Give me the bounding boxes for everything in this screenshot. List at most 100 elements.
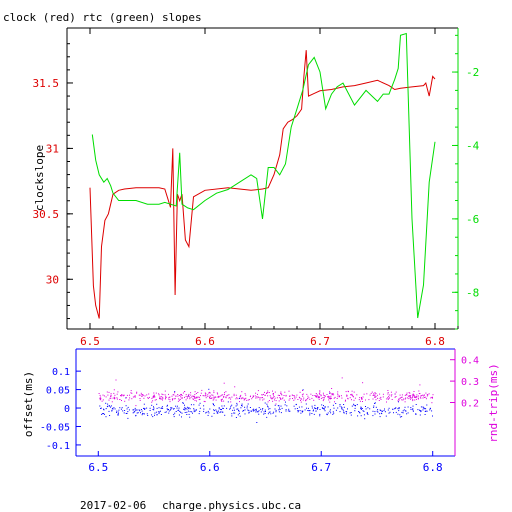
point-rndtrip	[391, 394, 393, 396]
point-offset	[188, 408, 190, 410]
point-rndtrip	[136, 392, 138, 394]
point-rndtrip	[190, 392, 192, 394]
point-offset	[274, 404, 276, 406]
point-rndtrip	[111, 401, 113, 403]
point-rndtrip	[327, 396, 328, 398]
point-rndtrip	[370, 392, 372, 394]
point-offset	[170, 408, 172, 410]
point-rndtrip	[105, 396, 107, 398]
point-offset	[147, 415, 149, 416]
point-rndtrip	[417, 398, 419, 400]
point-rndtrip	[255, 397, 257, 399]
point-offset	[203, 405, 205, 407]
point-offset	[253, 409, 255, 411]
point-rndtrip	[223, 382, 225, 384]
point-rndtrip	[408, 392, 410, 394]
point-offset	[258, 413, 260, 415]
point-offset	[149, 410, 151, 411]
point-offset	[119, 407, 121, 409]
point-offset	[425, 408, 427, 410]
point-offset	[255, 408, 257, 410]
point-rndtrip	[177, 395, 179, 397]
point-offset	[193, 404, 195, 406]
point-offset	[423, 407, 425, 409]
point-offset	[184, 409, 186, 411]
point-rndtrip	[353, 396, 354, 398]
point-rndtrip	[181, 394, 182, 396]
point-offset	[360, 408, 362, 410]
point-offset	[153, 409, 155, 411]
point-offset	[117, 414, 119, 416]
point-offset	[285, 409, 287, 411]
point-rndtrip	[99, 397, 101, 399]
top-y2tick-label: -6	[466, 213, 479, 226]
point-rndtrip	[204, 401, 206, 403]
point-offset	[393, 412, 394, 414]
point-offset	[372, 410, 374, 412]
point-rndtrip	[331, 393, 333, 395]
point-rndtrip	[168, 393, 169, 395]
point-rndtrip	[285, 394, 287, 396]
point-rndtrip	[241, 391, 243, 393]
point-offset	[388, 407, 390, 409]
point-offset	[298, 406, 300, 408]
point-offset	[398, 407, 400, 408]
point-offset	[395, 411, 397, 413]
point-offset	[425, 410, 427, 412]
point-offset	[157, 411, 159, 413]
point-rndtrip	[268, 400, 270, 401]
point-rndtrip	[188, 396, 190, 397]
point-offset	[342, 409, 344, 411]
point-offset	[126, 412, 128, 414]
point-offset	[154, 414, 155, 416]
point-offset	[268, 411, 270, 413]
point-rndtrip	[318, 398, 320, 400]
point-offset	[198, 404, 200, 406]
point-rndtrip	[274, 399, 275, 401]
point-rndtrip	[196, 396, 198, 398]
point-rndtrip	[262, 399, 264, 401]
point-rndtrip	[175, 395, 177, 397]
point-rndtrip	[100, 396, 102, 398]
point-offset	[151, 404, 153, 406]
point-rndtrip	[320, 397, 322, 399]
point-offset	[405, 410, 407, 412]
point-offset	[181, 412, 183, 414]
point-rndtrip	[165, 396, 167, 398]
point-rndtrip	[123, 394, 125, 396]
point-rndtrip	[319, 391, 321, 393]
bottom-ytick-label: 0.1	[52, 367, 70, 378]
point-offset	[135, 409, 136, 411]
top-xtick-label: 6.7	[310, 335, 330, 348]
point-offset	[229, 408, 231, 410]
point-offset	[164, 411, 166, 413]
point-offset	[154, 412, 156, 414]
point-rndtrip	[382, 393, 384, 395]
point-rndtrip	[198, 396, 200, 398]
point-rndtrip	[270, 397, 272, 399]
point-rndtrip	[102, 399, 104, 401]
point-rndtrip	[211, 394, 213, 396]
point-rndtrip	[141, 396, 143, 397]
point-rndtrip	[419, 396, 421, 398]
point-offset	[222, 411, 224, 413]
point-offset	[168, 409, 169, 410]
point-offset	[223, 405, 225, 407]
point-offset	[346, 411, 348, 413]
point-offset	[176, 405, 178, 407]
point-rndtrip	[410, 395, 411, 397]
point-rndtrip	[180, 394, 181, 396]
point-offset	[184, 412, 186, 413]
point-rndtrip	[277, 394, 279, 396]
point-offset	[255, 410, 257, 412]
point-offset	[188, 407, 190, 409]
point-rndtrip	[213, 398, 215, 400]
point-offset	[422, 409, 424, 411]
point-offset	[258, 407, 260, 409]
point-offset	[107, 405, 109, 407]
point-offset	[212, 403, 214, 405]
point-rndtrip	[291, 394, 293, 396]
point-offset	[253, 410, 255, 412]
point-offset	[238, 409, 239, 411]
point-offset	[179, 411, 181, 412]
